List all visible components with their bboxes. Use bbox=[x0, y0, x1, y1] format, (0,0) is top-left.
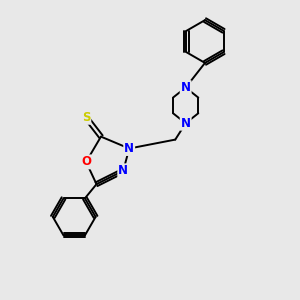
Text: N: N bbox=[118, 164, 128, 177]
Text: N: N bbox=[181, 81, 191, 94]
Text: N: N bbox=[181, 117, 191, 130]
Text: S: S bbox=[82, 111, 90, 124]
Text: O: O bbox=[81, 155, 91, 168]
Text: N: N bbox=[124, 142, 134, 155]
